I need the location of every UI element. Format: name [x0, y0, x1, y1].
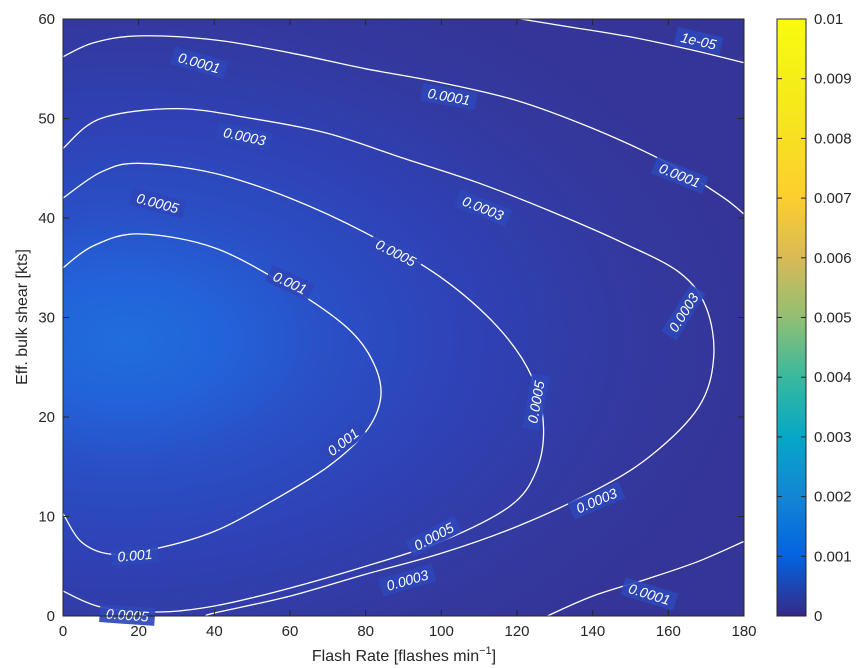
- colorbar-tick-label: 0.006: [814, 250, 852, 267]
- y-tick-label: 20: [38, 409, 55, 426]
- contour-label-gap: [420, 82, 478, 111]
- x-tick-label: 20: [130, 623, 147, 640]
- contour-label-gap: [661, 284, 706, 341]
- colorbar-ticks: 0 0.001 0.002 0.003 0.004 0.005 0.006 0.007 0.00…: [777, 11, 852, 625]
- contour-line: [63, 162, 545, 613]
- y-tick-label: 30: [38, 310, 55, 327]
- contour-label-gap: [367, 232, 425, 274]
- colorbar-tick-label: 0.002: [814, 489, 852, 506]
- contour-label-gap: [215, 121, 274, 151]
- contour-label-gap: [170, 46, 229, 80]
- contour-label: 0.001: [110, 544, 160, 567]
- colorbar-tick-label: 0: [814, 608, 822, 625]
- colorbar: 0 0.001 0.002 0.003 0.004 0.005 0.006 0.007 0.00…: [776, 11, 852, 625]
- contour-label-gap: [405, 515, 463, 558]
- x-axis-label-main: Flash Rate [flashes min: [312, 648, 479, 665]
- contour-label-text: 0.0001: [426, 85, 471, 108]
- colorbar-tick-label: 0.005: [814, 310, 852, 327]
- colorbar-tick-label: 0.001: [814, 548, 852, 565]
- y-axis-label: Eff. bulk shear [kts]: [14, 249, 31, 385]
- contour-label: 0.0005: [522, 373, 550, 431]
- contour-label-gap: [99, 604, 156, 626]
- contour-line: [547, 540, 744, 616]
- x-tick-label: 120: [504, 623, 529, 640]
- contour-label-gap: [378, 563, 437, 597]
- contour-label-text: 0.0005: [524, 379, 547, 424]
- colorbar-tick-label: 0.003: [814, 429, 852, 446]
- x-axis-label: Flash Rate [flashes min−1]: [312, 645, 496, 665]
- contour-label-gap: [264, 264, 316, 301]
- y-tick-label: 50: [38, 111, 55, 128]
- x-tick-label: 140: [580, 623, 605, 640]
- contour-label-gap: [650, 156, 709, 194]
- colorbar-tick-label: 0.004: [814, 369, 852, 386]
- x-tick-label: 100: [429, 623, 454, 640]
- y-tick-label: 10: [38, 509, 55, 526]
- contour-label-text: 1e-05: [679, 29, 718, 53]
- contour-label: 1e-05: [673, 26, 724, 55]
- contour-label-gap: [620, 577, 679, 611]
- y-axis-ticks: 0 10 20 30 40 50 60: [38, 11, 744, 625]
- colorbar-tick-label: 0.01: [814, 11, 843, 28]
- heatmap-field: [63, 19, 744, 616]
- y-tick-label: 0: [47, 608, 55, 625]
- contour-line: [63, 107, 715, 616]
- contour-label-gap: [318, 420, 368, 464]
- x-tick-label: 60: [282, 623, 299, 640]
- x-axis-label-close: ]: [492, 648, 496, 665]
- x-tick-label: 40: [206, 623, 223, 640]
- contour-label-text: 0.001: [117, 546, 153, 565]
- contour-label-gap: [522, 373, 550, 431]
- colorbar-tick-label: 0.009: [814, 71, 852, 88]
- contour-label-gap: [673, 26, 724, 55]
- y-tick-label: 60: [38, 11, 55, 28]
- x-tick-label: 180: [731, 623, 756, 640]
- contour-label-gap: [128, 187, 187, 219]
- contour-line: [520, 19, 744, 64]
- plot-area: 1e-050.00010.00010.00010.00010.00030.000…: [62, 18, 745, 626]
- x-axis-label-exponent: −1: [479, 645, 492, 657]
- contour-label: 0.0001: [420, 82, 478, 111]
- colorbar-tick-label: 0.008: [814, 130, 852, 147]
- contour-label-text: 0.0005: [105, 606, 149, 625]
- contour-label-gap: [454, 189, 512, 227]
- contour-label-gap: [567, 481, 626, 520]
- x-tick-label: 0: [59, 623, 67, 640]
- x-tick-label: 160: [656, 623, 681, 640]
- y-tick-label: 40: [38, 210, 55, 227]
- contour-label-gap: [110, 544, 160, 567]
- x-tick-label: 80: [357, 623, 374, 640]
- x-axis-ticks: 0 20 40 60 80 100 120 140 160 180: [59, 19, 757, 640]
- colorbar-tick-label: 0.007: [814, 190, 852, 207]
